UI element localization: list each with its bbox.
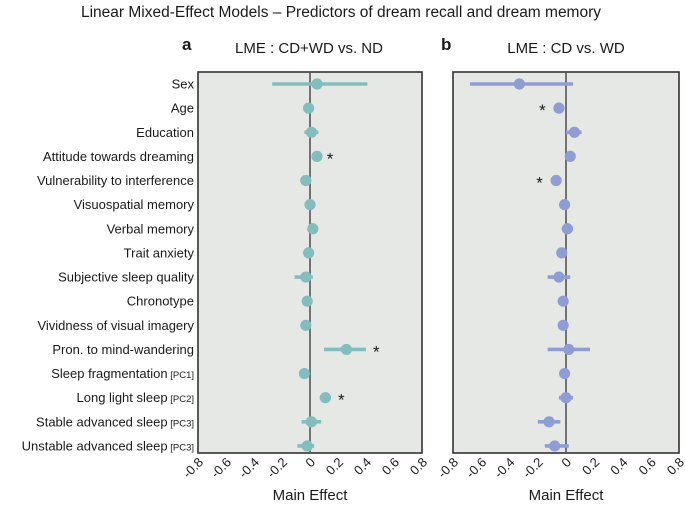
panel-a-marks: * * * — [272, 72, 380, 453]
estimate-point — [563, 343, 575, 356]
estimate-point — [311, 78, 323, 90]
estimate-point — [558, 367, 571, 380]
x-tick-label: 0.2 — [579, 455, 602, 478]
estimate-point — [553, 102, 565, 114]
predictor-label: Pron. to mind-wandering — [52, 342, 194, 357]
estimate-point — [307, 223, 319, 235]
x-tick-label: -0.8 — [435, 455, 461, 481]
predictor-tag: [PC2] — [168, 394, 194, 405]
estimate-point — [553, 271, 565, 283]
estimate-point — [311, 150, 323, 162]
panel-b: b LME : CD vs. WD ** -0.8 -0.6 -0.4 -0.2 0 0.… — [435, 35, 685, 504]
predictor-labels: Sex Age Education Attitude towards dreaming… — [22, 77, 195, 454]
estimate-point — [557, 295, 569, 307]
predictor-label: Subjective sleep quality — [58, 270, 194, 285]
predictor-label: Sex — [172, 77, 195, 92]
panel-b-x-axis-title: Main Effect — [529, 487, 605, 504]
x-tick-label: 0 — [302, 455, 318, 471]
estimate-point — [319, 392, 331, 404]
predictor-tag: [PC3] — [168, 418, 194, 429]
estimate-point — [550, 174, 562, 187]
predictor-label: Visuospatial memory — [74, 197, 195, 212]
significance-marker: * — [338, 391, 345, 410]
predictor-label: Stable advanced sleep [PC3] — [36, 414, 194, 429]
predictor-label: Trait anxiety — [124, 245, 195, 260]
estimate-point — [556, 247, 568, 259]
panel-b-x-ticks: -0.8 -0.6 -0.4 -0.2 0 0.2 0.4 0.6 0.8 — [435, 455, 685, 481]
estimate-point — [300, 319, 312, 331]
estimate-point — [560, 392, 572, 404]
significance-marker: * — [539, 101, 546, 120]
estimate-point — [303, 102, 315, 114]
estimate-point — [549, 440, 561, 452]
panel-a-x-ticks: -0.8 -0.6 -0.4 -0.2 0 0.2 0.4 0.6 0.8 — [180, 455, 430, 481]
estimate-point — [300, 271, 312, 283]
estimate-point — [561, 223, 574, 235]
estimate-point — [305, 416, 317, 428]
x-tick-label: 0.4 — [607, 455, 630, 478]
estimate-point — [564, 150, 576, 162]
predictor-tag: [PC3] — [168, 442, 194, 453]
x-tick-label: -0.4 — [491, 455, 517, 481]
predictor-label: Long light sleep [PC2] — [77, 390, 194, 405]
predictor-label: Education — [136, 125, 194, 140]
predictor-label: Vividness of visual imagery — [37, 318, 194, 333]
predictor-label: Unstable advanced sleep [PC3] — [22, 438, 194, 453]
estimate-point — [305, 126, 317, 138]
x-tick-label: -0.6 — [463, 455, 489, 481]
x-tick-label: -0.6 — [208, 455, 234, 481]
x-tick-label: -0.4 — [236, 455, 262, 481]
panel-b-letter: b — [441, 35, 451, 54]
predictor-label: Attitude towards dreaming — [43, 149, 194, 164]
estimate-point — [543, 416, 555, 428]
estimate-point — [300, 174, 312, 187]
x-tick-label: 0.8 — [407, 455, 430, 478]
predictor-label: Age — [171, 101, 194, 116]
panel-a-letter: a — [182, 35, 192, 54]
x-tick-label: 0.4 — [351, 455, 374, 478]
significance-marker: * — [373, 342, 380, 361]
estimate-point — [301, 295, 313, 307]
predictor-tag: [PC1] — [168, 370, 194, 381]
estimate-point — [513, 78, 525, 90]
predictor-label: Chronotype — [127, 294, 194, 309]
estimate-point — [301, 440, 313, 452]
estimate-point — [298, 367, 310, 380]
predictor-label: Verbal memory — [107, 221, 195, 236]
predictor-label: Vulnerability to interference — [37, 173, 194, 188]
panel-b-marks: ** — [469, 72, 591, 453]
x-tick-label: 0.6 — [635, 455, 658, 478]
panel-a-title: LME : CD+WD vs. ND — [235, 40, 383, 57]
estimate-point — [304, 199, 316, 211]
x-tick-label: 0.6 — [379, 455, 402, 478]
estimate-point — [340, 343, 352, 356]
estimate-point — [568, 126, 581, 138]
x-tick-label: 0 — [558, 455, 574, 471]
x-tick-label: 0.2 — [323, 455, 346, 478]
x-tick-label: -0.2 — [264, 455, 290, 481]
estimate-point — [558, 199, 571, 211]
x-tick-label: -0.2 — [519, 455, 545, 481]
x-tick-label: -0.8 — [180, 455, 206, 481]
estimate-point — [557, 319, 569, 331]
significance-marker: * — [536, 174, 543, 193]
x-tick-label: 0.8 — [664, 455, 685, 478]
significance-marker: * — [327, 149, 334, 168]
figure-title: Linear Mixed-Effect Models – Predictors … — [81, 4, 601, 21]
estimate-point — [303, 247, 315, 259]
panel-b-title: LME : CD vs. WD — [507, 40, 625, 57]
panel-a-x-axis-title: Main Effect — [273, 487, 349, 504]
panel-a: a LME : CD+WD vs. ND * * * -0.8 -0.6 -0.4 -0.… — [180, 35, 430, 504]
predictor-label: Sleep fragmentation [PC1] — [51, 366, 194, 381]
